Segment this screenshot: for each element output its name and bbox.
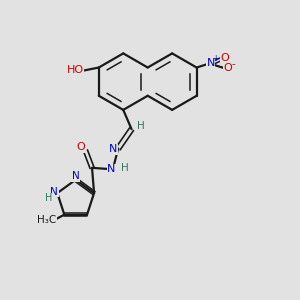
- Text: N: N: [107, 164, 116, 174]
- Text: O: O: [77, 142, 85, 152]
- Text: H: H: [137, 121, 145, 131]
- Text: O: O: [223, 63, 232, 73]
- Text: N: N: [207, 58, 215, 68]
- Text: -: -: [231, 59, 235, 69]
- Text: N: N: [72, 171, 80, 181]
- Text: H: H: [45, 194, 53, 203]
- Text: +: +: [212, 54, 219, 63]
- Text: HO: HO: [67, 65, 84, 76]
- Text: H₃C: H₃C: [37, 215, 56, 225]
- Text: N: N: [50, 187, 58, 196]
- Text: H: H: [121, 163, 129, 173]
- Text: N: N: [109, 144, 117, 154]
- Text: O: O: [220, 53, 229, 63]
